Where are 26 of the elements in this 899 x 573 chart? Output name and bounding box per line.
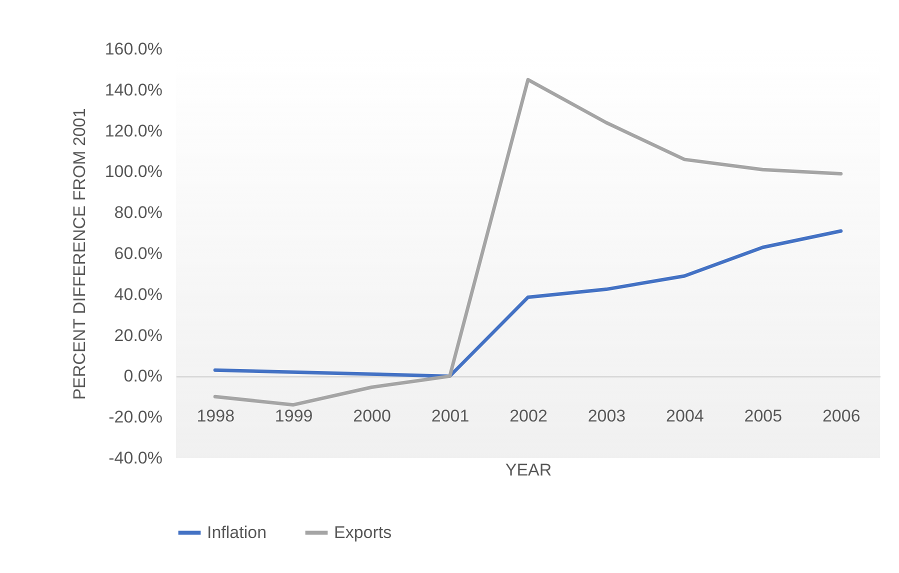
- y-tick-label: 60.0%: [114, 244, 162, 263]
- y-tick-label: 100.0%: [104, 162, 162, 182]
- x-axis-title: YEAR: [505, 460, 552, 480]
- legend-label: Inflation: [207, 522, 267, 542]
- y-tick-label: -20.0%: [108, 408, 162, 427]
- y-tick-label: 80.0%: [114, 203, 162, 222]
- x-tick-label: 2002: [510, 406, 548, 426]
- y-tick-label: 140.0%: [104, 80, 162, 100]
- x-tick-label: 1999: [274, 406, 313, 426]
- line-series: [213, 229, 843, 378]
- x-tick-label: 2005: [744, 406, 782, 426]
- x-tick-label: 2000: [353, 406, 391, 426]
- legend-label: Exports: [334, 522, 392, 542]
- x-tick-label: 2006: [822, 406, 860, 426]
- y-tick-label: 40.0%: [114, 284, 162, 304]
- line-series: [213, 78, 843, 407]
- x-tick-label: 2001: [431, 406, 470, 426]
- y-tick-label: -40.0%: [108, 448, 162, 468]
- x-tick-label: 2003: [588, 406, 626, 426]
- y-tick-label: 120.0%: [104, 121, 162, 140]
- y-tick-label: 160.0%: [104, 40, 162, 58]
- x-tick-label: 2004: [666, 406, 704, 426]
- y-tick-label: 0.0%: [124, 366, 162, 386]
- y-tick-label: 20.0%: [114, 326, 162, 345]
- x-tick-label: 1998: [196, 406, 235, 426]
- y-axis-title: PERCENT DIFFERENCE FROM 2001: [70, 108, 89, 400]
